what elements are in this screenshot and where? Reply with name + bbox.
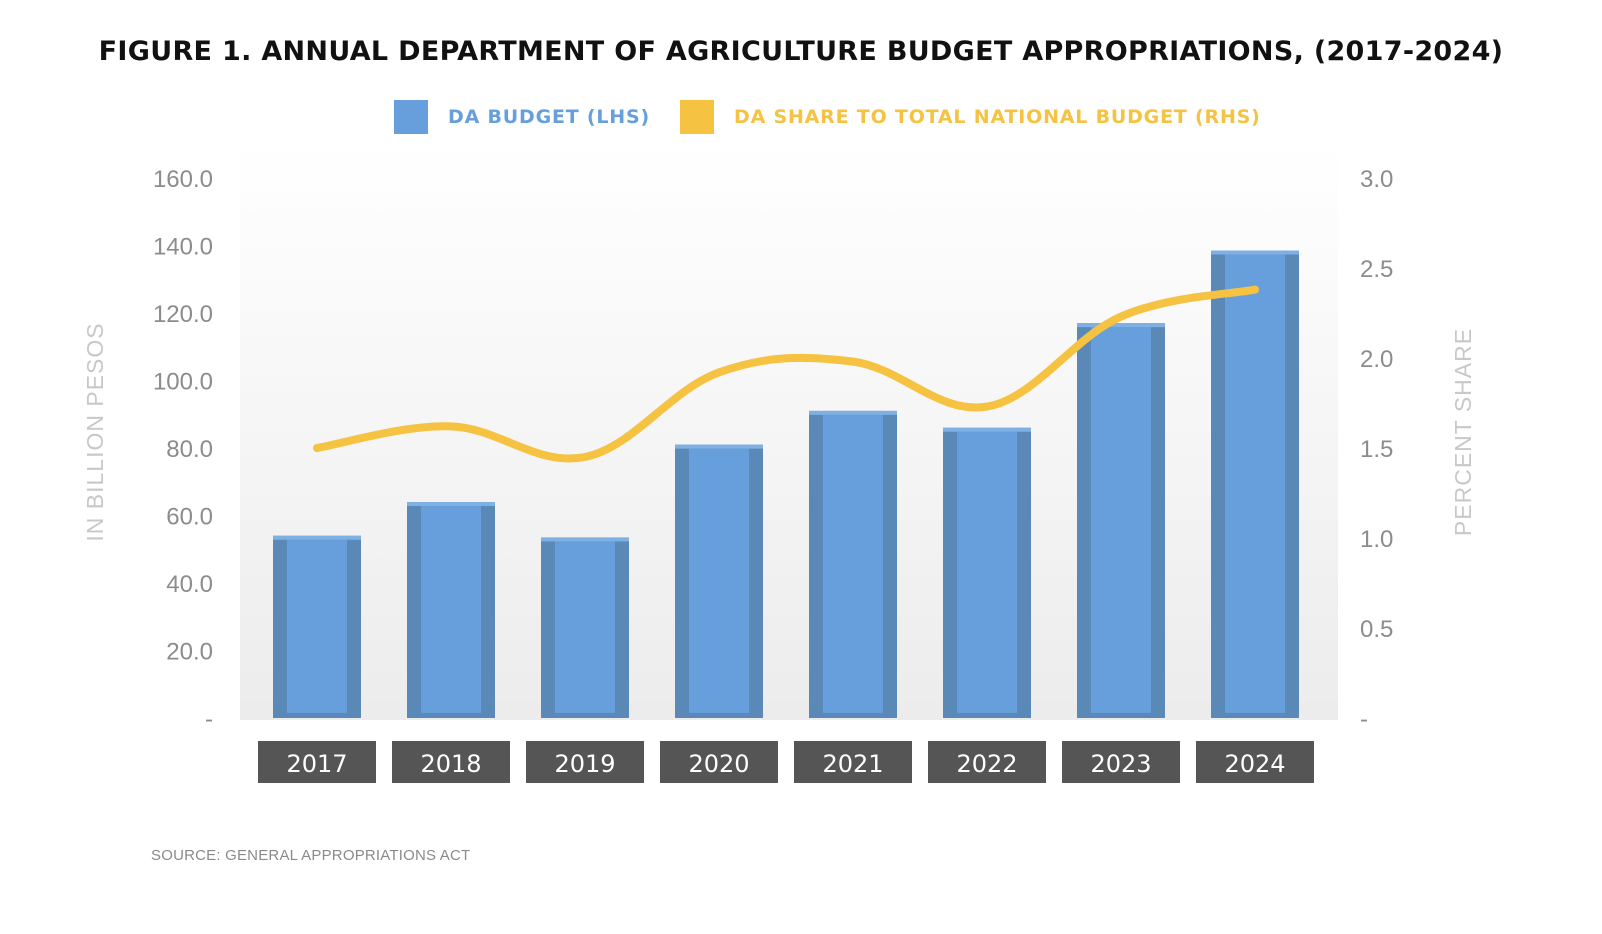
legend-swatch-budget [394,100,428,134]
bar-face [555,541,615,713]
chart-title: FIGURE 1. ANNUAL DEPARTMENT OF AGRICULTU… [98,36,1504,67]
bar-face [1091,327,1151,713]
bar-face [957,431,1017,713]
bar-face [421,506,481,713]
bar-face [287,539,347,713]
bar-2021 [809,410,897,718]
share-line-series [313,285,1259,463]
y2-tick-label: 2.5 [1360,256,1393,283]
category-box-2018: 2018 [392,741,510,783]
x-tick-label: 2021 [822,750,883,778]
y2-tick-label: 1.5 [1360,436,1393,463]
y-tick-label: - [205,706,213,733]
chart-legend: DA BUDGET (LHS) DA SHARE TO TOTAL NATION… [0,100,1602,140]
category-box-bg [392,741,510,783]
x-tick-label: 2022 [956,750,1017,778]
y-tick-label: 20.0 [166,639,213,666]
y-axis-label: IN BILLION PESOS [82,322,108,541]
y2-tick-label: 2.0 [1360,346,1393,373]
y-tick-label: 60.0 [166,504,213,531]
y-tick-label: 40.0 [166,571,213,598]
legend-swatch-share [680,100,714,134]
category-box-2022: 2022 [928,741,1046,783]
x-tick-label: 2024 [1224,750,1285,778]
y-tick-label: 80.0 [166,436,213,463]
category-box-bg [928,741,1046,783]
x-tick-label: 2017 [286,750,347,778]
x-tick-label: 2018 [420,750,481,778]
bar-2022 [943,427,1031,718]
category-box-2024: 2024 [1196,741,1314,783]
y2-tick-label: 0.5 [1360,616,1393,643]
category-box-2017: 2017 [258,741,376,783]
bar-face [823,414,883,713]
category-box-2019: 2019 [526,741,644,783]
category-box-2020: 2020 [660,741,778,783]
bar-cap [1211,250,1299,255]
bar-2024 [1211,250,1299,718]
category-box-2023: 2023 [1062,741,1180,783]
bar-2019 [541,537,629,718]
source-note: SOURCE: GENERAL APPROPRIATIONS ACT [151,847,471,864]
bar-face [1225,254,1285,713]
bar-cap [1077,323,1165,328]
category-box-bg [258,741,376,783]
legend-item-share: DA SHARE TO TOTAL NATIONAL BUDGET (RHS) [680,100,1261,134]
legend-label-budget: DA BUDGET (LHS) [448,106,650,128]
x-tick-label: 2019 [554,750,615,778]
bar-face [689,448,749,713]
y2-tick-label: 1.0 [1360,526,1393,553]
bar-cap [809,410,897,415]
y-tick-label: 120.0 [153,301,213,328]
y2-axis-label: PERCENT SHARE [1450,328,1476,536]
bar-2020 [675,444,763,718]
x-tick-label: 2020 [688,750,749,778]
category-box-bg [660,741,778,783]
bar-cap [407,502,495,506]
y2-tick-label: - [1360,706,1368,733]
bar-cap [943,427,1031,432]
y-tick-label: 140.0 [153,234,213,261]
bar-2018 [407,502,495,718]
category-box-bg [1196,741,1314,783]
y-tick-label: 160.0 [153,166,213,193]
y2-tick-label: 3.0 [1360,166,1393,193]
bar-2017 [273,535,361,718]
bar-cap [675,444,763,449]
category-box-bg [794,741,912,783]
y-tick-label: 100.0 [153,369,213,396]
bar-cap [273,535,361,540]
legend-label-share: DA SHARE TO TOTAL NATIONAL BUDGET (RHS) [734,106,1261,128]
x-tick-label: 2023 [1090,750,1151,778]
category-box-2021: 2021 [794,741,912,783]
category-box-bg [526,741,644,783]
bar-cap [541,537,629,542]
legend-item-budget: DA BUDGET (LHS) [394,100,650,134]
bar-2023 [1077,323,1165,718]
category-box-bg [1062,741,1180,783]
